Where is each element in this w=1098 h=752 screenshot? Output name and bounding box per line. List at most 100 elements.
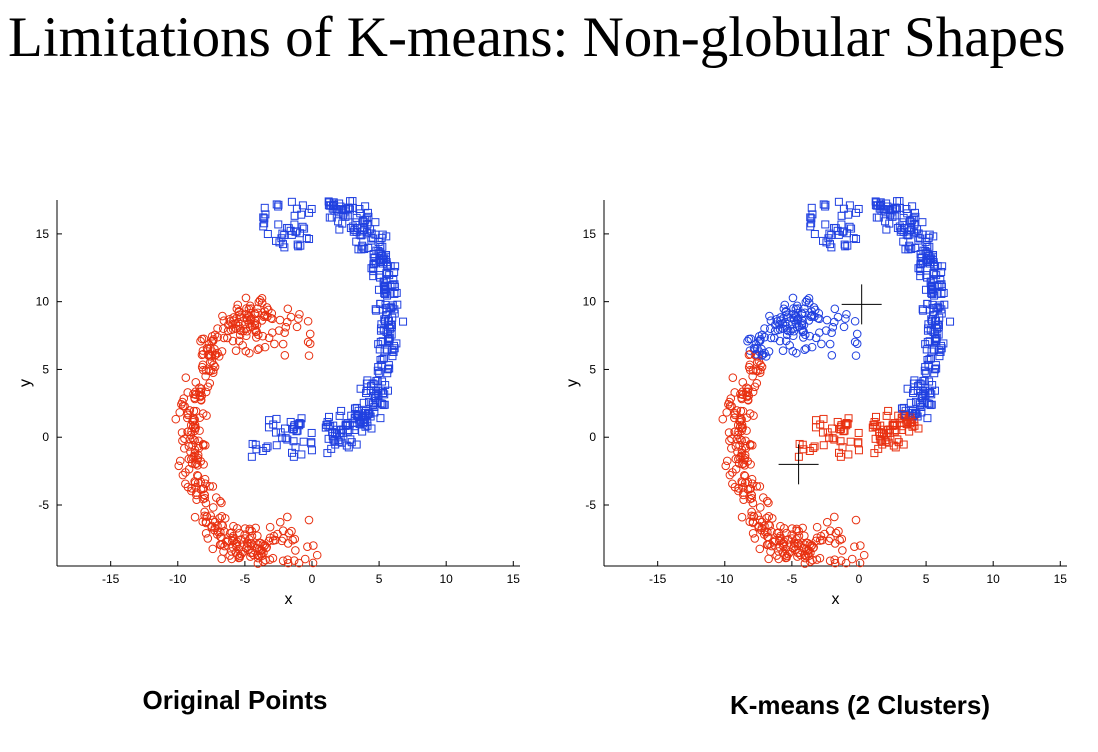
chart1-point-circle [264, 333, 274, 343]
chart2-point-square [875, 432, 884, 441]
chart2-point-square [879, 430, 888, 439]
chart1-point-circle [218, 521, 228, 531]
chart1-x-tick-label: 10 [440, 572, 454, 586]
chart2-point-square [840, 240, 849, 249]
chart1-point-circle [205, 482, 215, 491]
chart1-point-square [348, 197, 357, 206]
chart1-point-square [374, 388, 383, 397]
chart2-point-circle [745, 365, 755, 375]
chart2-point-circle [835, 535, 844, 545]
chart2-point-square [837, 211, 846, 220]
chart2-point-square [932, 320, 941, 329]
chart2-point-circle [739, 495, 748, 504]
chart2-point-circle [743, 395, 753, 405]
chart2-point-circle [830, 304, 840, 314]
chart1-x-tick-label: -10 [169, 572, 187, 586]
chart1-point-square [358, 243, 367, 252]
chart2-point-circle [739, 459, 748, 468]
chart2-point-circle [742, 413, 752, 422]
chart2-point-circle [821, 326, 831, 335]
chart2-point-circle [747, 493, 757, 503]
chart1-point-circle [260, 342, 270, 352]
chart1-point-circle [223, 320, 233, 330]
chart2-point-square [916, 234, 925, 243]
chart2-point-circle [746, 334, 756, 344]
chart1-point-circle [280, 328, 289, 338]
chart2-point-square [932, 271, 941, 280]
chart1-point-circle [188, 435, 198, 444]
chart2-point-circle [732, 406, 742, 415]
chart1-point-square [294, 242, 303, 251]
chart2-point-circle [850, 316, 860, 326]
chart1-point-circle [218, 324, 228, 333]
chart2-point-circle [837, 534, 847, 544]
chart1-point-circle [265, 522, 275, 532]
chart1-point-circle [233, 300, 243, 310]
chart1-point-circle [203, 344, 213, 354]
chart2-point-square [871, 197, 880, 206]
chart1-point-square [352, 440, 361, 449]
chart1-point-circle [190, 424, 200, 433]
chart2-point-square [931, 334, 940, 343]
chart1-point-square [341, 420, 350, 429]
chart1-point-circle [251, 309, 260, 319]
chart2-point-circle [764, 347, 774, 356]
chart2-y-axis-label: y [564, 379, 581, 387]
chart2-point-circle [736, 414, 745, 424]
chart1-point-circle [177, 428, 187, 437]
chart1-point-circle [287, 526, 296, 536]
chart1-point-circle [193, 471, 203, 481]
chart2-point-circle [800, 345, 809, 355]
chart2-point-circle [781, 321, 791, 331]
chart2-point-square [905, 243, 914, 252]
chart2-point-square [807, 219, 816, 228]
chart2-point-square [921, 246, 930, 255]
chart2-point-circle [757, 351, 767, 360]
chart1-point-circle [200, 511, 209, 521]
chart1-point-circle [292, 322, 302, 332]
chart1-point-circle [199, 484, 209, 493]
chart1-point-square [337, 406, 346, 415]
chart2-point-square [922, 256, 931, 265]
chart1-point-square [260, 219, 269, 228]
chart2-point-circle [730, 410, 740, 420]
chart1-point-square [287, 197, 296, 206]
chart1-point-circle [198, 517, 208, 527]
chart1-point-square [325, 213, 334, 222]
chart1-point-circle [303, 316, 313, 326]
chart2-point-square [936, 347, 945, 356]
chart2-point-square [895, 197, 904, 206]
chart2-x-tick-label: 15 [1054, 572, 1068, 586]
chart2-point-circle [847, 554, 857, 564]
chart2-point-circle [775, 543, 785, 552]
chart1-point-square [378, 337, 387, 346]
chart2-point-square [924, 257, 933, 266]
chart2-point-circle [836, 556, 846, 565]
chart2-point-square [892, 420, 901, 429]
chart1-point-circle [283, 304, 293, 314]
chart2-point-circle [812, 555, 822, 564]
chart2-point-circle [783, 312, 793, 322]
chart2-point-circle [750, 344, 760, 354]
chart1-point-square [379, 401, 388, 410]
chart1-point-square [325, 412, 334, 421]
chart1-point-square [375, 368, 384, 377]
chart2-point-circle [743, 387, 753, 397]
chart2-point-circle [800, 559, 810, 568]
chart1-point-circle [270, 339, 279, 349]
chart2-point-square [928, 311, 937, 320]
chart1-point-circle [210, 351, 220, 360]
chart1-point-circle [178, 470, 188, 480]
chart1-point-circle [262, 303, 272, 312]
chart2-point-circle [748, 529, 758, 538]
chart2-point-square [892, 205, 901, 214]
chart1-point-circle [291, 546, 300, 555]
chart2-point-square [939, 288, 948, 297]
chart2-point-square [935, 346, 944, 355]
chart2-point-square [893, 435, 902, 444]
chart2-point-circle [826, 534, 835, 543]
chart1-point-circle [245, 301, 255, 311]
chart1-point-circle [196, 456, 206, 466]
chart1-point-circle [241, 293, 251, 303]
chart1-point-circle [274, 326, 284, 335]
